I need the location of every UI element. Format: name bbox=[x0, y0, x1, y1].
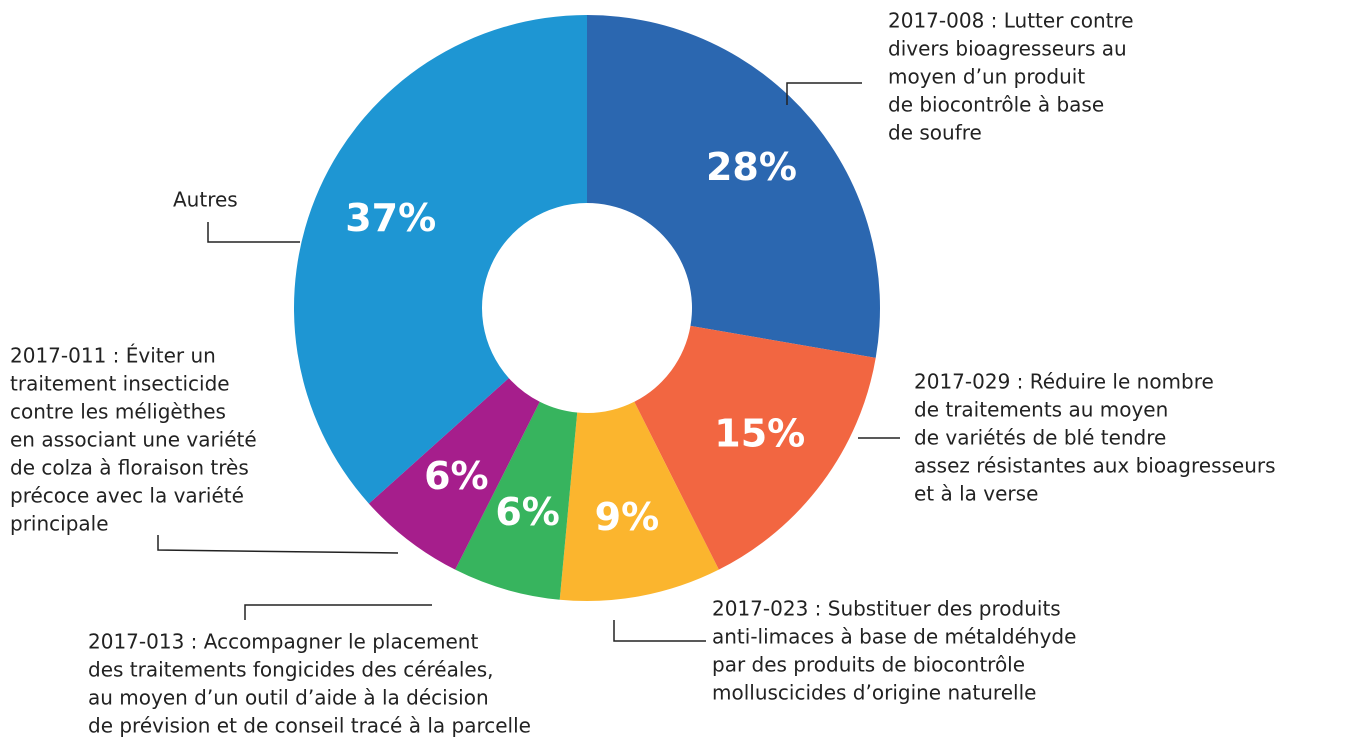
category-label: de variétés de blé tendre bbox=[914, 426, 1166, 450]
category-label: Autres bbox=[173, 188, 238, 212]
slice-label: 28% bbox=[706, 145, 797, 189]
leader-line bbox=[786, 82, 862, 105]
category-label: molluscicides d’origine naturelle bbox=[712, 681, 1036, 705]
category-label: de biocontrôle à base bbox=[888, 93, 1104, 117]
category-label: 2017-013 : Accompagner le placement bbox=[88, 630, 478, 654]
category-label: 2017-011 : Éviter un bbox=[10, 344, 216, 368]
slice-label: 6% bbox=[424, 454, 489, 498]
slice-label: 15% bbox=[714, 411, 805, 455]
category-label: principale bbox=[10, 512, 109, 536]
category-label: divers bioagresseurs au bbox=[888, 37, 1127, 61]
slice-label: 6% bbox=[495, 490, 560, 534]
slice-label: 9% bbox=[595, 495, 660, 539]
category-label: par des produits de biocontrôle bbox=[712, 653, 1025, 677]
slice bbox=[587, 15, 880, 358]
leader-line bbox=[244, 604, 432, 620]
slice bbox=[455, 401, 578, 600]
leader-line bbox=[613, 620, 706, 642]
category-label: 2017-008 : Lutter contre bbox=[888, 9, 1134, 33]
category-label: et à la verse bbox=[914, 482, 1038, 506]
slice bbox=[294, 15, 587, 504]
category-label: 2017-029 : Réduire le nombre bbox=[914, 370, 1214, 394]
category-label: de colza à floraison très bbox=[10, 456, 249, 480]
category-label: anti-limaces à base de métaldéhyde bbox=[712, 625, 1076, 649]
slice bbox=[634, 325, 876, 570]
category-label: de soufre bbox=[888, 121, 982, 145]
category-label: des traitements fongicides des céréales, bbox=[88, 658, 493, 682]
category-label: précoce avec la variété bbox=[10, 484, 244, 508]
category-label: contre les méligèthes bbox=[10, 400, 226, 424]
category-label: assez résistantes aux bioagresseurs bbox=[914, 454, 1276, 478]
category-label: 2017-023 : Substituer des produits bbox=[712, 597, 1061, 621]
slice-label: 37% bbox=[345, 196, 436, 240]
leader-line bbox=[207, 222, 300, 243]
leader-line bbox=[157, 535, 399, 554]
category-label: en associant une variété bbox=[10, 428, 257, 452]
slice bbox=[368, 378, 540, 570]
category-label: de traitements au moyen bbox=[914, 398, 1168, 422]
category-label: au moyen d’un outil d’aide à la décision bbox=[88, 686, 489, 710]
slice bbox=[559, 401, 719, 601]
category-label: de prévision et de conseil tracé à la pa… bbox=[88, 714, 531, 738]
category-label: traitement insecticide bbox=[10, 372, 230, 396]
category-label: moyen d’un produit bbox=[888, 65, 1085, 89]
